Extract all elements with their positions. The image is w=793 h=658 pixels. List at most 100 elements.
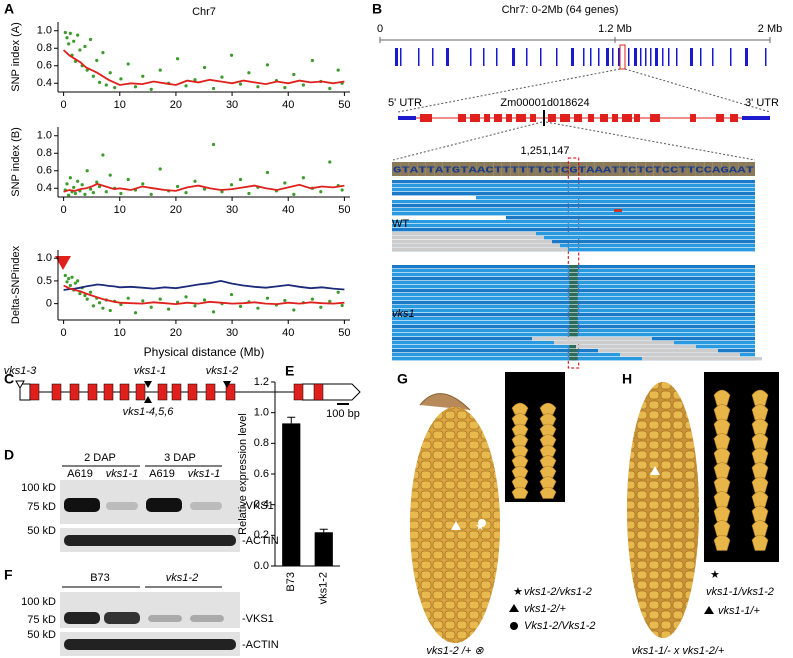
- data-point: [256, 85, 260, 89]
- marker-label: 75 kD: [27, 614, 56, 626]
- base-cell: [476, 162, 485, 176]
- read: [392, 228, 755, 232]
- base-cell: [695, 162, 705, 176]
- data-point: [65, 182, 69, 186]
- y-tick-label: 0.4: [254, 499, 269, 511]
- data-point: [67, 193, 71, 197]
- mismatch: [614, 209, 622, 212]
- kernel: [713, 520, 731, 537]
- base-cell: [738, 162, 747, 176]
- exon: [420, 114, 432, 122]
- mismatch: [569, 273, 578, 277]
- read: [392, 224, 755, 228]
- y-tick-label: 1.0: [37, 130, 52, 142]
- gene: [618, 48, 620, 66]
- exon: [588, 114, 594, 122]
- exon: [171, 383, 182, 401]
- exon: [530, 114, 536, 122]
- zoom-line: [624, 68, 771, 113]
- data-point: [176, 57, 180, 61]
- band-label: -ACTIN: [242, 639, 279, 651]
- exon: [730, 114, 738, 122]
- data-point: [202, 65, 207, 70]
- gene-structure: vks1-3 vks1-1 vks1-2 vks1-4,5,6 100 bp: [4, 365, 361, 420]
- kernel: [511, 486, 529, 499]
- read: [392, 204, 755, 208]
- gene: [640, 48, 642, 66]
- base-cell: [408, 162, 418, 176]
- ear-photo-g: ★ ★ vks1-2/vks1-2 vks1-2/+ Vks1-2/Vks1-2…: [410, 372, 596, 657]
- base-cell: [400, 162, 409, 176]
- data-point: [336, 290, 340, 294]
- y-tick-label: 0.8: [37, 42, 52, 54]
- base-cell: [543, 162, 553, 176]
- highlight: [619, 44, 626, 70]
- group-label: vks1-2: [166, 572, 198, 584]
- gene: [612, 48, 614, 66]
- data-point: [238, 177, 243, 182]
- data-point: [76, 33, 80, 37]
- symbol: [478, 519, 486, 527]
- y-tick-label: 1.0: [37, 252, 52, 264]
- read-gap: [392, 240, 552, 244]
- data-point: [211, 86, 216, 91]
- data-point: [63, 273, 67, 278]
- data-point: [184, 191, 188, 195]
- kernel: [713, 534, 731, 551]
- read: [392, 212, 755, 216]
- legend-entry: vks1-2/vks1-2: [524, 586, 592, 598]
- data-point: [265, 170, 270, 175]
- data-point: [283, 86, 287, 90]
- chart-title: Chr7: [192, 6, 216, 18]
- cross-caption: vks1-1/- x vks1-2/+: [632, 645, 725, 657]
- read-gap: [392, 248, 568, 252]
- mismatch: [569, 281, 578, 285]
- y-axis-label: Relative expression level: [237, 413, 249, 535]
- exons: [420, 110, 738, 126]
- mutation-site: [15, 380, 25, 390]
- base-cell: [451, 162, 460, 176]
- base-cell: [636, 162, 646, 176]
- panel-label: B: [372, 1, 382, 17]
- data-point: [229, 292, 234, 297]
- legend-entry: vks1-1/vks1-2: [706, 586, 774, 598]
- data-point: [95, 58, 99, 63]
- band: [64, 535, 236, 546]
- data-point: [126, 62, 130, 66]
- mismatch: [569, 325, 578, 329]
- data-point: [133, 311, 138, 315]
- data-point: [67, 277, 71, 281]
- data-point: [133, 85, 138, 89]
- data-point: [91, 304, 95, 308]
- kernel: [713, 505, 731, 522]
- y-tick-label: 0: [46, 298, 52, 310]
- data-point: [83, 192, 87, 196]
- mismatch: [569, 265, 578, 269]
- data-point: [113, 86, 117, 90]
- base-cell: [560, 162, 570, 176]
- data-point: [65, 36, 69, 40]
- read: [506, 216, 755, 220]
- base-cell: [712, 162, 722, 176]
- exon: [458, 114, 466, 122]
- x-tick-label: 10: [114, 327, 126, 339]
- gene: [395, 48, 398, 66]
- data-point: [141, 299, 145, 303]
- data-point: [158, 297, 162, 301]
- mismatch: [569, 345, 578, 349]
- data-point: [108, 71, 112, 75]
- data-point: [211, 142, 216, 147]
- band-label: -ACTIN: [242, 535, 279, 547]
- data-point: [108, 308, 112, 313]
- x-tick-label: 10: [114, 99, 126, 111]
- kernel: [539, 465, 557, 478]
- x-tick-label: 10: [114, 204, 126, 216]
- allele-label: vks1-3: [4, 365, 37, 377]
- data-point: [141, 182, 145, 186]
- exon: [313, 383, 324, 401]
- kernel: [511, 465, 529, 478]
- mutation-site: [223, 381, 231, 388]
- y-tick-label: 1.0: [37, 25, 52, 37]
- base-cell: [662, 162, 671, 176]
- legend-entry: vks1-1/+: [718, 605, 760, 617]
